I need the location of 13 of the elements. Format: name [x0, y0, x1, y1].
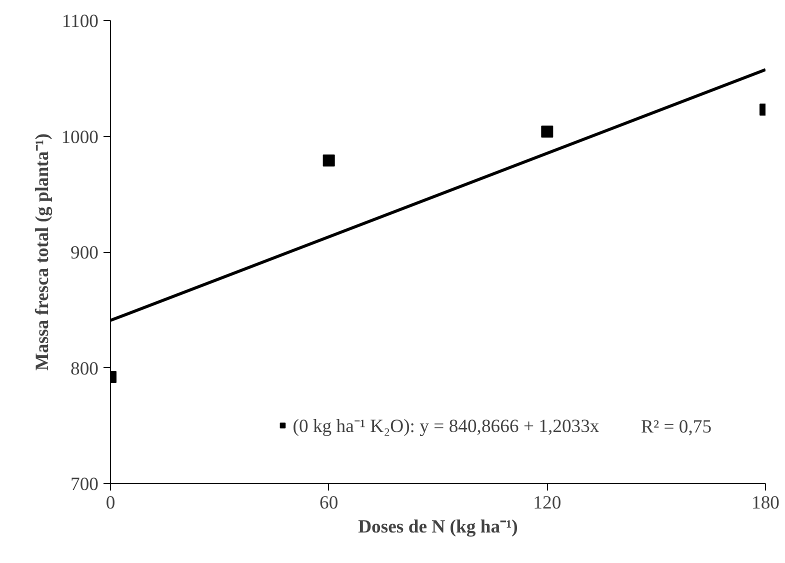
x-axis-title: Doses de N (kg ha⁻¹): [358, 516, 518, 538]
y-tick-label: 900: [70, 242, 98, 264]
x-tick-label: 60: [320, 492, 338, 514]
x-tick-label: 120: [533, 492, 562, 514]
x-tick-label: 180: [752, 492, 780, 514]
x-tick-label: 0: [106, 492, 116, 514]
y-tick-label: 1100: [62, 11, 99, 32]
y-tick-label: 800: [70, 358, 98, 380]
legend-label: (0 kg ha⁻¹ K₂O): y = 840,8666 + 1,2033x: [292, 415, 600, 438]
annotation: R² = 0,75: [641, 416, 712, 438]
y-tick-label: 1000: [61, 126, 98, 148]
y-tick-label: 700: [70, 474, 98, 495]
y-axis-title: Massa fresca total (g planta⁻¹): [32, 133, 54, 371]
